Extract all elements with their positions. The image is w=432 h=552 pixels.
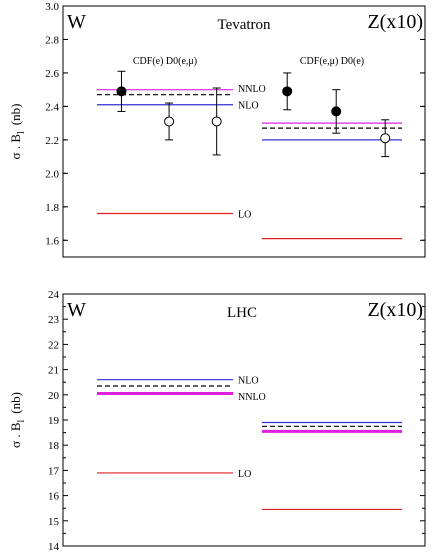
y-tick-label: 2.6 xyxy=(45,68,59,80)
line-label-lo: LO xyxy=(238,469,251,480)
data-point-open xyxy=(211,116,222,127)
line-label-nlo: NLO xyxy=(238,101,259,112)
line-label-nnlo: NNLO xyxy=(238,84,266,95)
y-tick-label: 2.4 xyxy=(45,101,59,113)
y-tick-label: 18 xyxy=(48,440,60,452)
y-tick-label: 3.0 xyxy=(45,1,59,13)
experiment-label-z: CDF(e,μ) D0(e) xyxy=(300,56,364,67)
y-tick-label: 14 xyxy=(48,541,60,552)
y-axis-label-subscript: l xyxy=(16,131,27,134)
y-axis-label-subscript: l xyxy=(16,420,27,423)
y-tick-label: 15 xyxy=(48,516,60,528)
chart-title: Tevatron xyxy=(217,17,271,33)
y-axis-label-unit: (nb) xyxy=(8,104,23,126)
y-axis-label-main: σ . B xyxy=(8,422,23,448)
y-tick-label: 1.6 xyxy=(45,235,59,247)
y-tick-label: 16 xyxy=(48,491,60,503)
y-tick-label: 21 xyxy=(48,365,59,377)
y-tick-label: 17 xyxy=(48,465,60,477)
y-tick-label: 24 xyxy=(48,289,60,301)
panel-label-z: Z(x10) xyxy=(367,11,423,33)
data-point-filled xyxy=(116,86,127,97)
y-axis-label-main: σ . B xyxy=(8,134,23,160)
y-axis-label: σ . Bl (nb) xyxy=(8,104,27,160)
y-tick-label: 1.8 xyxy=(45,202,59,214)
y-tick-label: 19 xyxy=(48,415,60,427)
experiment-label-w: CDF(e) D0(e,μ) xyxy=(133,56,197,67)
tevatron-panel: 1.6 1.8 2.0 2.2 2.4 2.6 2.8 3.0 σ . Bl (nb) W Z(x10… xyxy=(8,1,426,258)
y-tick-label: 20 xyxy=(48,390,60,402)
line-label-nlo: NLO xyxy=(238,376,259,387)
y-tick-label: 23 xyxy=(48,314,60,326)
y-axis-label: σ . Bl (nb) xyxy=(8,392,27,448)
data-point-open xyxy=(380,133,391,144)
y-tick-label: 22 xyxy=(48,339,59,351)
y-tick-label: 2.0 xyxy=(45,168,59,180)
data-point-open xyxy=(164,116,175,127)
y-axis-label-unit: (nb) xyxy=(8,392,23,414)
data-point-filled xyxy=(331,106,342,117)
panel-label-w: W xyxy=(67,11,86,33)
line-label-nnlo: NNLO xyxy=(238,392,266,403)
lhc-panel: 14 15 16 17 18 19 20 21 22 23 24 σ . Bl (nb) W Z(x10) L… xyxy=(8,289,426,552)
chart-title: LHC xyxy=(227,305,257,321)
plot-frame xyxy=(62,293,426,547)
plot-frame xyxy=(62,5,426,258)
panel-label-w: W xyxy=(67,299,86,321)
data-point-filled xyxy=(282,86,293,97)
y-tick-label: 2.2 xyxy=(45,135,59,147)
panel-label-z: Z(x10) xyxy=(367,299,423,321)
line-label-lo: LO xyxy=(238,209,251,220)
y-tick-label: 2.8 xyxy=(45,34,59,46)
